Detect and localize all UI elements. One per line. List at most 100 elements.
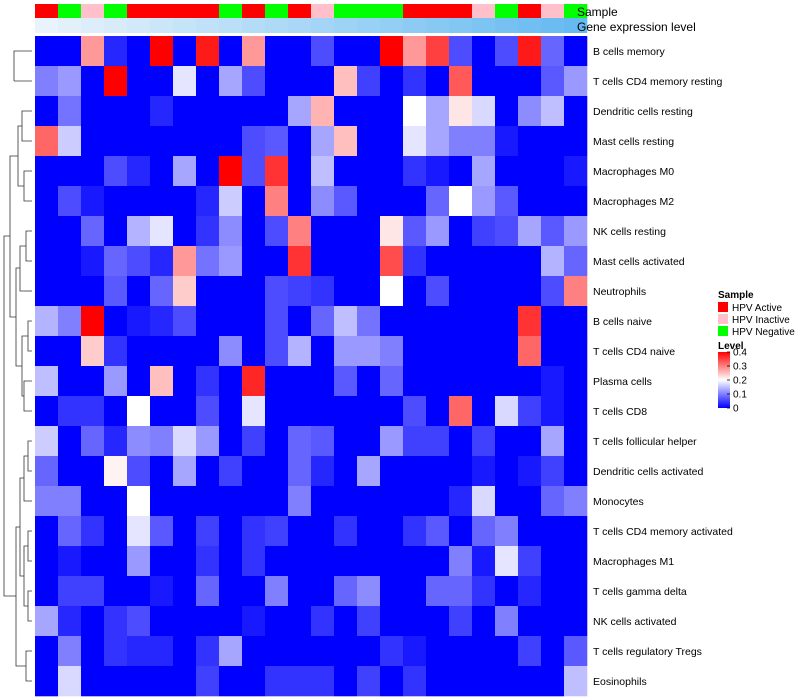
heatmap-cell [334, 606, 358, 637]
row-label: Plasma cells [593, 376, 652, 388]
legend-level-title: Level [718, 341, 744, 352]
gene-expression-cell [357, 18, 381, 33]
heatmap-cell [196, 606, 220, 637]
row-label: B cells memory [593, 46, 666, 58]
heatmap-cell [449, 636, 473, 667]
heatmap-cell [334, 246, 358, 277]
heatmap-cell [518, 36, 542, 67]
heatmap-cell [58, 426, 82, 457]
heatmap-cell [564, 216, 588, 247]
heatmap-cell [58, 66, 82, 97]
heatmap-cell [564, 636, 588, 667]
heatmap-cell [173, 606, 197, 637]
heatmap-cell [104, 576, 128, 607]
heatmap-cell [35, 606, 59, 637]
heatmap-cell [35, 576, 59, 607]
heatmap-cell [311, 396, 335, 427]
heatmap-cell [357, 636, 381, 667]
heatmap-cell [150, 336, 174, 367]
heatmap-cell [242, 186, 266, 217]
heatmap-cell [541, 546, 565, 577]
heatmap-cell [426, 366, 450, 397]
heatmap-cell [288, 546, 312, 577]
heatmap-cell [127, 396, 151, 427]
heatmap-cell [242, 636, 266, 667]
heatmap-cell [81, 306, 105, 337]
gene-expression-cell [242, 18, 266, 33]
heatmap-cell [35, 516, 59, 547]
heatmap-cell [334, 486, 358, 517]
heatmap-cell [518, 216, 542, 247]
heatmap-cell [104, 516, 128, 547]
sample-annotation-cell [150, 4, 174, 18]
heatmap-cell [288, 246, 312, 277]
heatmap-cell [541, 366, 565, 397]
row-label: T cells CD8 [593, 406, 647, 418]
heatmap-cell [311, 66, 335, 97]
heatmap-cell [288, 126, 312, 157]
heatmap-cell [173, 186, 197, 217]
heatmap-cell [518, 546, 542, 577]
heatmap-cell [495, 156, 519, 187]
heatmap-cell [265, 516, 289, 547]
heatmap-cell [219, 126, 243, 157]
heatmap-cell [449, 36, 473, 67]
heatmap-cell [495, 306, 519, 337]
heatmap-cell [173, 426, 197, 457]
heatmap-cell [564, 516, 588, 547]
heatmap-cell [265, 96, 289, 127]
heatmap-cell [104, 276, 128, 307]
heatmap-cell [495, 96, 519, 127]
heatmap-cell [357, 156, 381, 187]
heatmap-cell [495, 216, 519, 247]
heatmap-cell [196, 156, 220, 187]
sample-annotation-cell [541, 4, 565, 18]
heatmap-cell [403, 246, 427, 277]
gene-expression-cell [380, 18, 404, 33]
heatmap-cell [380, 36, 404, 67]
heatmap-cell [288, 366, 312, 397]
heatmap-cell [104, 396, 128, 427]
heatmap-cell [403, 666, 427, 697]
heatmap-cell [35, 126, 59, 157]
heatmap-cell [127, 456, 151, 487]
heatmap-cell [334, 546, 358, 577]
heatmap-cell [495, 456, 519, 487]
heatmap-cell [518, 336, 542, 367]
heatmap-cell [334, 306, 358, 337]
heatmap-cell [541, 396, 565, 427]
heatmap-cell [334, 276, 358, 307]
heatmap-cell [265, 246, 289, 277]
row-label: Monocytes [593, 496, 644, 508]
heatmap-cell [564, 186, 588, 217]
heatmap-cell [219, 666, 243, 697]
heatmap-cell [564, 546, 588, 577]
heatmap-cell [403, 216, 427, 247]
heatmap-cell [242, 36, 266, 67]
heatmap-cell [288, 96, 312, 127]
heatmap-cell [495, 186, 519, 217]
heatmap-cell [564, 456, 588, 487]
heatmap-cell [81, 246, 105, 277]
heatmap-cell [219, 366, 243, 397]
gene-expression-cell [334, 18, 358, 33]
heatmap-cell [173, 36, 197, 67]
heatmap-cell [334, 576, 358, 607]
heatmap-cell [357, 426, 381, 457]
heatmap-cell [472, 126, 496, 157]
heatmap-cell [219, 336, 243, 367]
sample-annotation-cell [242, 4, 266, 18]
legend-level-tick-label: 0.3 [733, 362, 747, 373]
heatmap-cell [518, 606, 542, 637]
legend-sample-title: Sample [718, 290, 754, 301]
row-label: NK cells activated [593, 616, 677, 628]
heatmap-cell [541, 126, 565, 157]
heatmap-cell [127, 516, 151, 547]
heatmap-cell [541, 306, 565, 337]
heatmap-cell [311, 426, 335, 457]
heatmap-cell [242, 606, 266, 637]
heatmap-cell [426, 606, 450, 637]
heatmap-cell [426, 576, 450, 607]
heatmap-cell [81, 636, 105, 667]
